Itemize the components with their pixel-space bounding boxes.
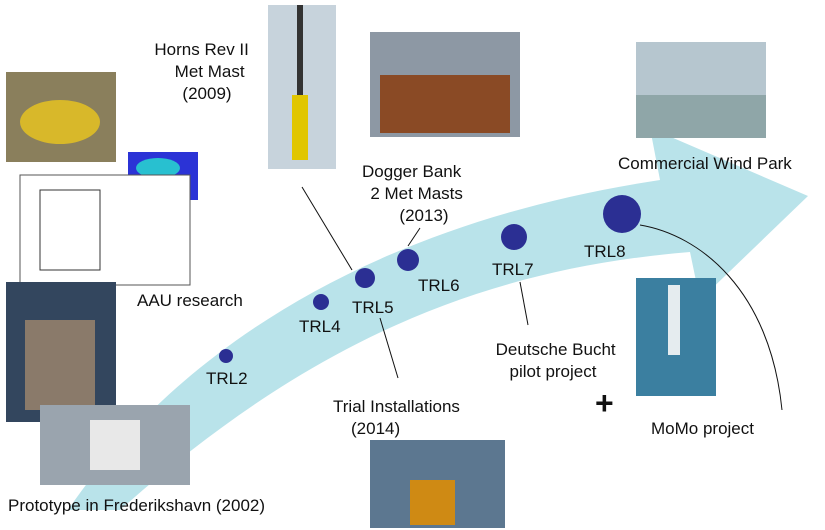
label-commercial: Commercial Wind Park <box>618 154 792 173</box>
label-aau: AAU research <box>137 291 243 310</box>
trl-circle <box>501 224 527 250</box>
label-horns-rev: Horns Rev II Met Mast (2009) <box>154 40 253 103</box>
trl-label: TRL7 <box>492 260 534 279</box>
trl-circle <box>313 294 329 310</box>
label-momo: MoMo project <box>651 419 754 438</box>
photo-met-mast-base <box>292 95 308 160</box>
trl-circle <box>355 268 375 288</box>
photo-trial-bucket <box>410 480 455 525</box>
photo-momo-tower <box>668 285 680 355</box>
trl-circle <box>397 249 419 271</box>
trl-circle <box>219 349 233 363</box>
photo-bucket <box>25 320 95 410</box>
diagram: TRL2 TRL4 TRL5 TRL6 TRL7 TRL8 Horns Rev … <box>0 0 825 530</box>
photo-dogger-buckets <box>380 75 510 133</box>
photo-lab-bucket <box>20 100 100 144</box>
pointer-horns-rev <box>302 187 352 270</box>
trl-label: TRL5 <box>352 298 394 317</box>
label-prototype: Prototype in Frederikshavn (2002) <box>8 496 265 515</box>
label-deutsche: Deutsche Bucht pilot project <box>496 340 621 381</box>
label-trial: Trial Installations (2014) <box>333 397 465 438</box>
pointer-deutsche <box>520 282 528 325</box>
plus-sign: + <box>595 385 614 421</box>
photo-wind-park-sea <box>636 95 766 138</box>
trl-label: TRL8 <box>584 242 626 261</box>
trl-label: TRL4 <box>299 317 341 336</box>
trl-label: TRL6 <box>418 276 460 295</box>
trl-label: TRL2 <box>206 369 248 388</box>
photo-prototype-bucket <box>90 420 140 470</box>
drawing-rig <box>20 175 190 285</box>
trl-circle <box>603 195 641 233</box>
label-dogger: Dogger Bank 2 Met Masts (2013) <box>362 162 468 225</box>
